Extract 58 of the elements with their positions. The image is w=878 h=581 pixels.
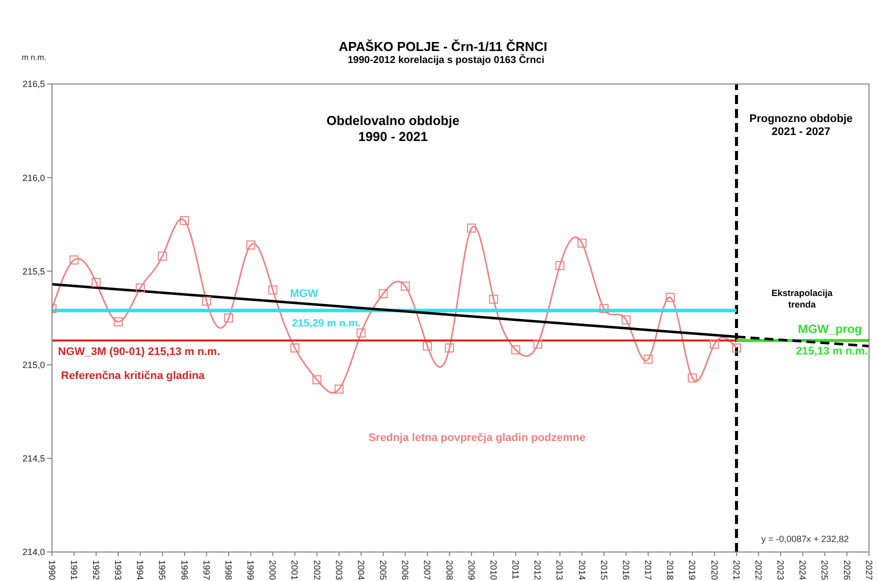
y-tick-label: 214,0 bbox=[22, 547, 45, 558]
x-tick-label: 2024 bbox=[798, 560, 808, 580]
x-tick-label: 2000 bbox=[268, 560, 278, 580]
x-tick-label: 1990 bbox=[46, 560, 57, 580]
x-tick-label: 2025 bbox=[820, 560, 830, 580]
x-tick-label: 2013 bbox=[554, 560, 565, 580]
x-tick-label: 2006 bbox=[400, 560, 410, 580]
annotation: y = -0,0087x + 232,82 bbox=[761, 534, 849, 544]
x-tick-label: 2015 bbox=[598, 560, 609, 580]
x-tick-label: 2008 bbox=[444, 560, 454, 580]
x-tick-label: 1993 bbox=[113, 560, 124, 580]
x-tick-label: 2011 bbox=[510, 560, 521, 580]
x-tick-label: 1999 bbox=[246, 560, 256, 580]
x-tick-label: 1992 bbox=[91, 560, 102, 580]
x-tick-label: 2010 bbox=[488, 560, 498, 580]
annotation: 215,29 m n.m. bbox=[292, 318, 361, 330]
x-tick-label: 2019 bbox=[687, 560, 698, 580]
x-tick-label: 2022 bbox=[753, 560, 764, 580]
x-tick-label: 1995 bbox=[157, 560, 168, 580]
x-tick-label: 2003 bbox=[334, 560, 344, 580]
x-tick-label: 2018 bbox=[665, 560, 676, 580]
annotation: Obdelovalno obdobje 1990 - 2021 bbox=[326, 112, 460, 144]
chart-title: APAŠKO POLJE - Črn-1/11 ČRNCI bbox=[338, 38, 548, 54]
text: Srednja letna povprečja gladin podzemne bbox=[368, 432, 586, 444]
x-tick-label: 2017 bbox=[643, 560, 654, 580]
x-tick-label: 2014 bbox=[576, 560, 587, 580]
annotation: 215,13 m n.m. bbox=[796, 345, 868, 358]
annotation: Prognozno obdobje 2021 - 2027 bbox=[749, 113, 853, 138]
x-tick-label: 2002 bbox=[312, 560, 322, 580]
series-label: MGW_prog bbox=[798, 322, 862, 336]
series-label: MGW bbox=[290, 288, 319, 300]
series-label: NGW_3M (90-01) 215,13 m n.m. bbox=[58, 346, 220, 358]
y-tick-label: 216,5 bbox=[22, 79, 45, 90]
x-tick-label: 1996 bbox=[179, 560, 190, 580]
y-tick-label: 214,5 bbox=[22, 454, 45, 464]
chart-subtitle: 1990-2012 korelacija s postajo 0163 Črnci bbox=[348, 54, 545, 66]
x-tick-label: 2009 bbox=[466, 560, 476, 580]
y-tick-label: 215,0 bbox=[22, 360, 45, 370]
x-tick-label: 2005 bbox=[378, 560, 388, 580]
x-tick-label: 2021 bbox=[731, 560, 742, 580]
x-tick-label: 2026 bbox=[842, 560, 852, 580]
y-axis-title: m n.m. bbox=[22, 52, 46, 62]
x-tick-label: 2023 bbox=[776, 560, 786, 580]
annotation: Ekstrapolacija trenda bbox=[771, 288, 834, 310]
x-tick-label: 1994 bbox=[135, 560, 146, 580]
y-tick-label: 215,5 bbox=[22, 266, 45, 276]
y-tick-label: 216,0 bbox=[22, 172, 45, 183]
x-tick-label: 2020 bbox=[709, 560, 720, 580]
x-tick-label: 2004 bbox=[356, 560, 366, 580]
x-tick-label: 2027 bbox=[864, 560, 874, 580]
x-tick-label: 1998 bbox=[224, 560, 234, 580]
x-tick-label: 2016 bbox=[620, 560, 631, 580]
annotation: Referenčna kritična gladina bbox=[61, 370, 206, 382]
x-tick-label: 2012 bbox=[532, 560, 543, 580]
x-tick-label: 2001 bbox=[290, 560, 300, 580]
x-tick-label: 1991 bbox=[68, 560, 79, 580]
x-tick-label: 1997 bbox=[201, 560, 212, 580]
x-tick-label: 2007 bbox=[422, 560, 432, 580]
